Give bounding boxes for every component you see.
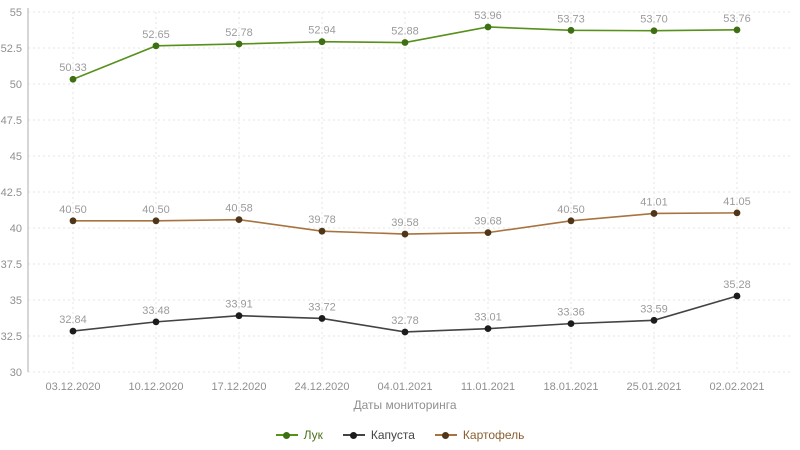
y-tick-label: 55: [10, 7, 22, 19]
data-point-marker[interactable]: [152, 42, 160, 50]
y-tick-label: 50: [10, 79, 22, 91]
data-point-marker[interactable]: [650, 316, 658, 324]
chart-plot-area: 30 32.5 35 37.5 40 42.5 45 47.5 50 52.5 55 03.12.20…: [1, 7, 792, 393]
data-point-label: 33.01: [474, 312, 502, 324]
data-point-marker[interactable]: [401, 230, 409, 238]
x-tick-label: 04.01.2021: [377, 381, 432, 393]
data-point-marker[interactable]: [152, 318, 160, 326]
y-tick-label: 35: [10, 295, 22, 307]
x-tick-label: 25.01.2021: [626, 381, 681, 393]
data-point-label: 40.50: [142, 204, 170, 216]
data-point-label: 52.94: [308, 25, 336, 37]
data-point-label: 41.05: [723, 196, 751, 208]
legend-item-2[interactable]: Картофель: [434, 428, 525, 442]
data-point-marker[interactable]: [235, 216, 243, 224]
data-point-label: 41.01: [640, 196, 668, 208]
data-point-label: 40.50: [557, 204, 585, 216]
chart-legend: Лук Капуста Картофель: [0, 428, 800, 442]
legend-marker-icon: [275, 431, 298, 440]
data-point-label: 52.65: [142, 29, 170, 41]
data-point-label: 35.28: [723, 279, 751, 291]
y-tick-label: 45: [10, 151, 22, 163]
data-point-label: 53.76: [723, 13, 751, 25]
data-point-label: 53.70: [640, 14, 668, 26]
legend-label: Лук: [303, 428, 323, 442]
data-point-label: 33.36: [557, 307, 585, 319]
x-tick-label: 11.01.2021: [461, 381, 515, 393]
data-point-marker[interactable]: [567, 217, 575, 225]
data-point-marker[interactable]: [401, 328, 409, 336]
data-point-label: 32.84: [59, 314, 87, 326]
data-point-marker[interactable]: [484, 229, 492, 237]
data-point-marker[interactable]: [733, 209, 741, 217]
data-point-label: 40.50: [59, 204, 87, 216]
legend-label: Картофель: [462, 428, 525, 442]
x-axis-title: Даты мониторинга: [353, 398, 457, 412]
legend-label: Капуста: [370, 428, 415, 442]
y-tick-label: 42.5: [1, 187, 22, 199]
data-point-marker[interactable]: [235, 312, 243, 320]
y-tick-label: 40: [10, 223, 22, 235]
data-point-marker[interactable]: [318, 38, 326, 46]
x-tick-label: 17.12.2020: [211, 381, 266, 393]
data-point-label: 33.48: [142, 305, 170, 317]
data-point-marker[interactable]: [567, 320, 575, 328]
data-point-marker[interactable]: [567, 26, 575, 34]
data-point-label: 39.58: [391, 217, 419, 229]
x-tick-label: 10.12.2020: [128, 381, 183, 393]
data-point-marker[interactable]: [733, 292, 741, 300]
data-point-marker[interactable]: [484, 325, 492, 333]
data-point-marker[interactable]: [401, 39, 409, 46]
y-tick-label: 30: [10, 367, 22, 379]
legend-item-1[interactable]: Капуста: [342, 428, 415, 442]
data-point-marker[interactable]: [484, 23, 492, 31]
data-point-marker[interactable]: [235, 40, 243, 48]
data-point-label: 52.78: [225, 27, 253, 39]
data-point-marker[interactable]: [69, 217, 77, 225]
data-point-marker[interactable]: [650, 210, 658, 217]
data-point-label: 53.96: [474, 10, 502, 22]
y-tick-label: 37.5: [1, 259, 22, 271]
data-point-label: 33.59: [640, 303, 668, 315]
data-point-label: 33.91: [225, 299, 253, 311]
y-tick-label: 47.5: [1, 115, 22, 127]
data-point-marker[interactable]: [69, 327, 77, 335]
y-tick-label: 32.5: [1, 331, 22, 343]
x-tick-label: 18.01.2021: [543, 381, 598, 393]
y-tick-label: 52.5: [1, 43, 22, 55]
data-point-marker[interactable]: [650, 27, 658, 35]
data-point-marker[interactable]: [152, 217, 160, 225]
legend-marker-icon: [434, 431, 457, 440]
x-tick-label: 03.12.2020: [45, 381, 100, 393]
data-point-label: 52.88: [391, 26, 419, 38]
data-point-marker[interactable]: [733, 26, 741, 34]
data-point-marker[interactable]: [69, 75, 77, 83]
x-tick-label: 24.12.2020: [294, 381, 349, 393]
legend-marker-icon: [342, 431, 365, 440]
data-point-marker[interactable]: [318, 315, 326, 322]
x-tick-label: 02.02.2021: [709, 381, 764, 393]
data-point-label: 40.58: [225, 203, 253, 215]
data-point-marker[interactable]: [318, 227, 326, 235]
legend-item-0[interactable]: Лук: [275, 428, 323, 442]
data-point-label: 39.68: [474, 216, 502, 228]
data-point-label: 53.73: [557, 13, 585, 25]
data-point-label: 39.78: [308, 214, 336, 226]
data-point-label: 32.78: [391, 315, 419, 327]
data-point-label: 33.72: [308, 301, 336, 313]
data-point-label: 50.33: [59, 62, 87, 74]
